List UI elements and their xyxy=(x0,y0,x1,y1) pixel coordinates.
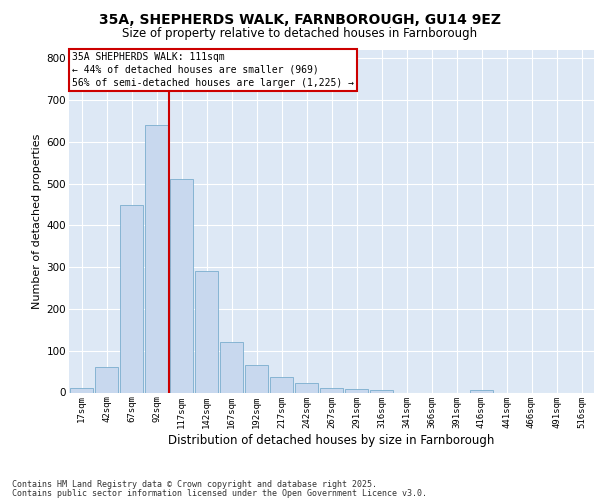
Text: 35A, SHEPHERDS WALK, FARNBOROUGH, GU14 9EZ: 35A, SHEPHERDS WALK, FARNBOROUGH, GU14 9… xyxy=(99,12,501,26)
Bar xyxy=(295,384,318,392)
Text: Contains public sector information licensed under the Open Government Licence v3: Contains public sector information licen… xyxy=(12,489,427,498)
Y-axis label: Number of detached properties: Number of detached properties xyxy=(32,134,43,309)
X-axis label: Distribution of detached houses by size in Farnborough: Distribution of detached houses by size … xyxy=(169,434,494,448)
Text: Contains HM Land Registry data © Crown copyright and database right 2025.: Contains HM Land Registry data © Crown c… xyxy=(12,480,377,489)
Bar xyxy=(70,388,93,392)
Bar xyxy=(270,376,293,392)
Bar xyxy=(320,388,343,392)
Bar xyxy=(220,342,243,392)
Bar xyxy=(170,180,193,392)
Text: Size of property relative to detached houses in Farnborough: Size of property relative to detached ho… xyxy=(122,28,478,40)
Bar xyxy=(245,366,268,392)
Bar xyxy=(120,204,143,392)
Bar xyxy=(370,390,393,392)
Bar xyxy=(145,125,168,392)
Bar xyxy=(470,390,493,392)
Bar xyxy=(345,389,368,392)
Text: 35A SHEPHERDS WALK: 111sqm
← 44% of detached houses are smaller (969)
56% of sem: 35A SHEPHERDS WALK: 111sqm ← 44% of deta… xyxy=(71,52,353,88)
Bar xyxy=(95,368,118,392)
Bar xyxy=(195,272,218,392)
